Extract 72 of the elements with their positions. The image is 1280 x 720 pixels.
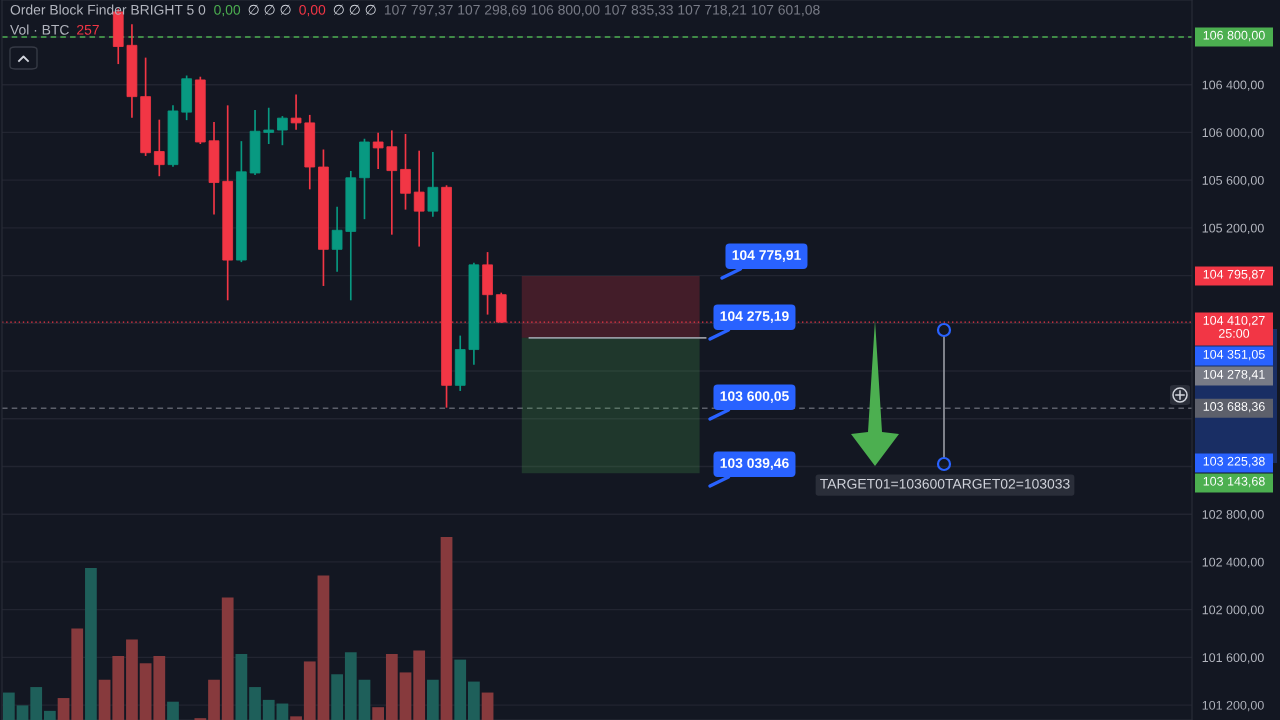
bar (235, 654, 248, 720)
bar (126, 639, 138, 720)
ref-line-label: 103 688,36 (1203, 402, 1265, 413)
text: 103 225,38 (1203, 456, 1265, 468)
bar (290, 716, 302, 720)
bar (385, 654, 398, 720)
bar (30, 687, 43, 720)
bar (208, 679, 220, 720)
bar (454, 659, 467, 720)
annotation: 0,00 (214, 4, 241, 17)
bar (262, 699, 275, 720)
annotation: 103 039,46 (720, 458, 789, 470)
text: 104 795,87 (1203, 269, 1265, 281)
candlestick (413, 150, 425, 247)
y-tick-label: 101 200,00 (1202, 700, 1264, 712)
y-tick-label: 105 600,00 (1202, 175, 1264, 187)
candlestick (372, 132, 384, 170)
bar (249, 687, 261, 720)
text: 103 143,68 (1203, 476, 1265, 488)
ref-line-label: 106 800,00 (1203, 30, 1265, 42)
y-tick-label: 102 800,00 (1202, 510, 1264, 521)
candlestick (277, 116, 288, 146)
bar (468, 681, 480, 720)
annotation: 107 797,37 107 298,69 106 800,00 107 835,33 107 718,21 107 601,08 (384, 4, 820, 17)
y-tick-label: 106 400,00 (1202, 80, 1264, 91)
bar (57, 698, 70, 720)
bar (221, 597, 234, 720)
bar (399, 672, 412, 720)
bar (358, 679, 371, 720)
bar (43, 710, 56, 720)
y-tick-label: 102 000,00 (1202, 605, 1264, 616)
annotation: 104 775,91 (732, 250, 801, 262)
chart-title: Order Block Finder BRIGHT 5 0 (10, 4, 206, 15)
y-tick-label: 106 000,00 (1202, 128, 1264, 139)
y-tick-label: 101 600,00 (1202, 653, 1264, 664)
annotation: 103 600,05 (720, 391, 789, 403)
bar (440, 537, 453, 720)
bar (317, 575, 330, 720)
candlestick (153, 119, 165, 177)
text: 104 351,05 (1203, 349, 1265, 361)
candlestick (290, 94, 302, 130)
chart-title: Vol · BTC (10, 24, 69, 35)
bar (426, 679, 439, 720)
bar (372, 707, 385, 720)
annotation: ∅ ∅ ∅ (248, 4, 291, 15)
candlestick (427, 151, 439, 217)
bar (303, 661, 316, 720)
bar (71, 628, 84, 720)
bar (413, 650, 426, 720)
bar (98, 679, 111, 720)
annotation: ∅ ∅ ∅ (333, 4, 376, 15)
candlestick (400, 133, 411, 210)
bar (16, 705, 29, 720)
bar (344, 652, 357, 720)
candlestick (386, 130, 398, 235)
bar (481, 692, 494, 720)
bar (2, 692, 15, 720)
bar (276, 703, 289, 720)
annotation: 257 (77, 24, 99, 35)
annotation: TARGET01=103600TARGET02=103033 (820, 478, 1070, 489)
annotation: 104 275,19 (720, 311, 789, 323)
candlestick (331, 206, 343, 272)
bar (85, 568, 97, 720)
bar (112, 655, 125, 720)
candlestick (263, 107, 275, 144)
ref-line-label: 104 410,27 25:00 (1203, 315, 1265, 338)
text: 104 278,41 (1203, 369, 1265, 381)
annotation: 0,00 (299, 4, 326, 17)
bar (331, 674, 343, 720)
y-tick-label: 105 200,00 (1202, 223, 1264, 234)
y-tick-label: 102 400,00 (1202, 557, 1264, 569)
bar (167, 701, 179, 720)
